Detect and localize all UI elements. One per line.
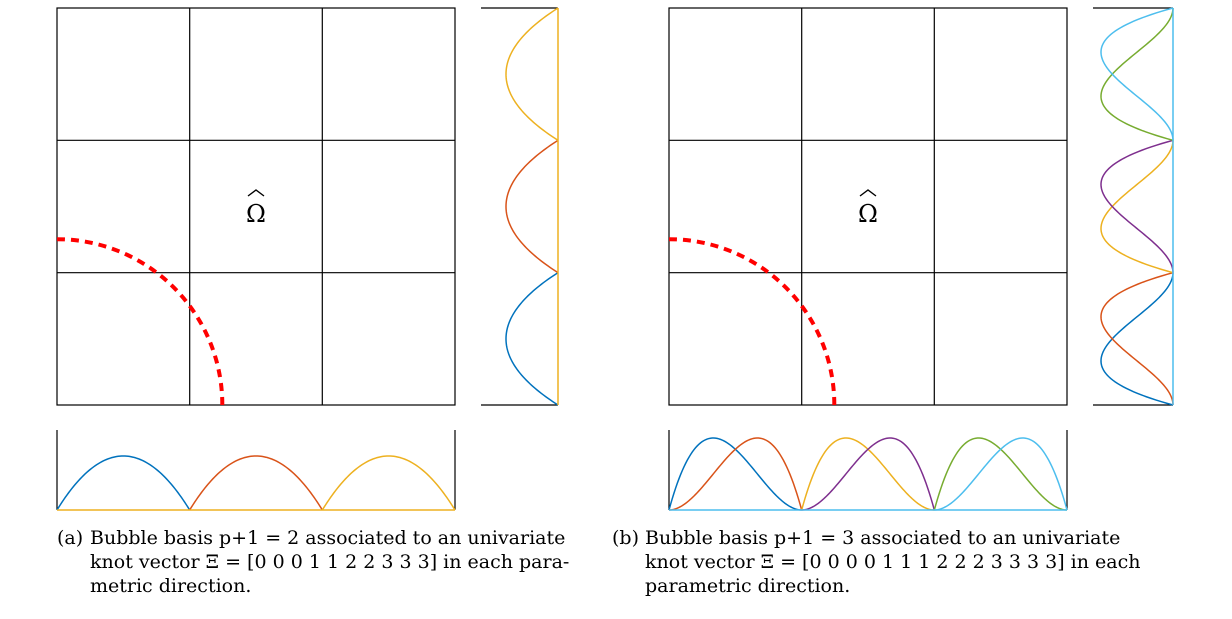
domain-label-a: Ω [246, 200, 266, 228]
basis-x-curve [934, 437, 1068, 511]
basis-y-curve [1100, 7, 1174, 141]
mesh-grid-b [668, 7, 1068, 406]
basis-y-curve [505, 272, 559, 406]
basis-y-b [1093, 7, 1174, 406]
caption-b-body: Bubble basis p+1 = 3 associated to an un… [645, 526, 1140, 598]
basis-x-a [56, 430, 456, 511]
mesh-outline-a [56, 7, 456, 406]
basis-y-a [481, 7, 559, 406]
basis-y-curve [505, 139, 559, 274]
caption-b-line-3: parametric direction. [645, 575, 851, 597]
omega-hat-b [859, 189, 877, 197]
basis-x-curve [668, 437, 803, 511]
caption-b-tag: (b) [612, 527, 639, 549]
basis-x-b [668, 430, 1068, 511]
caption-a-tag: (a) [57, 527, 84, 549]
caption-b-line-2: knot vector Ξ = [0 0 0 0 1 1 1 2 2 2 3 3… [645, 551, 1141, 573]
basis-y-curve [505, 7, 559, 141]
basis-x-curve [321, 455, 456, 511]
domain-label-b: Ω [858, 200, 878, 228]
caption-a-body: Bubble basis p+1 = 2 associated to an un… [90, 526, 569, 598]
panel-a: Ω [56, 7, 559, 511]
caption-a-line-3: metric direction. [90, 575, 252, 597]
caption-b: (b) Bubble basis p+1 = 3 associated to a… [612, 526, 1230, 616]
mesh-outline-b [668, 7, 1068, 406]
trimming-curve-b [668, 237, 837, 406]
basis-x-curve [56, 455, 191, 511]
basis-y-curve [1100, 139, 1174, 273]
basis-y-curve [1100, 271, 1174, 406]
caption-b-line-1: Bubble basis p+1 = 3 associated to an un… [645, 527, 1121, 549]
basis-x-curve [189, 455, 323, 511]
trimming-curve-a [56, 237, 225, 406]
caption-a-line-1: Bubble basis p+1 = 2 associated to an un… [90, 527, 566, 549]
omega-hat-a [247, 189, 265, 197]
basis-x-curve [801, 437, 936, 511]
mesh-grid-a [56, 7, 456, 406]
caption-a-line-2: knot vector Ξ = [0 0 0 1 1 2 2 3 3 3] in… [90, 551, 570, 573]
caption-a: (a) Bubble basis p+1 = 2 associated to a… [57, 526, 612, 616]
panel-b: Ω [668, 7, 1174, 511]
